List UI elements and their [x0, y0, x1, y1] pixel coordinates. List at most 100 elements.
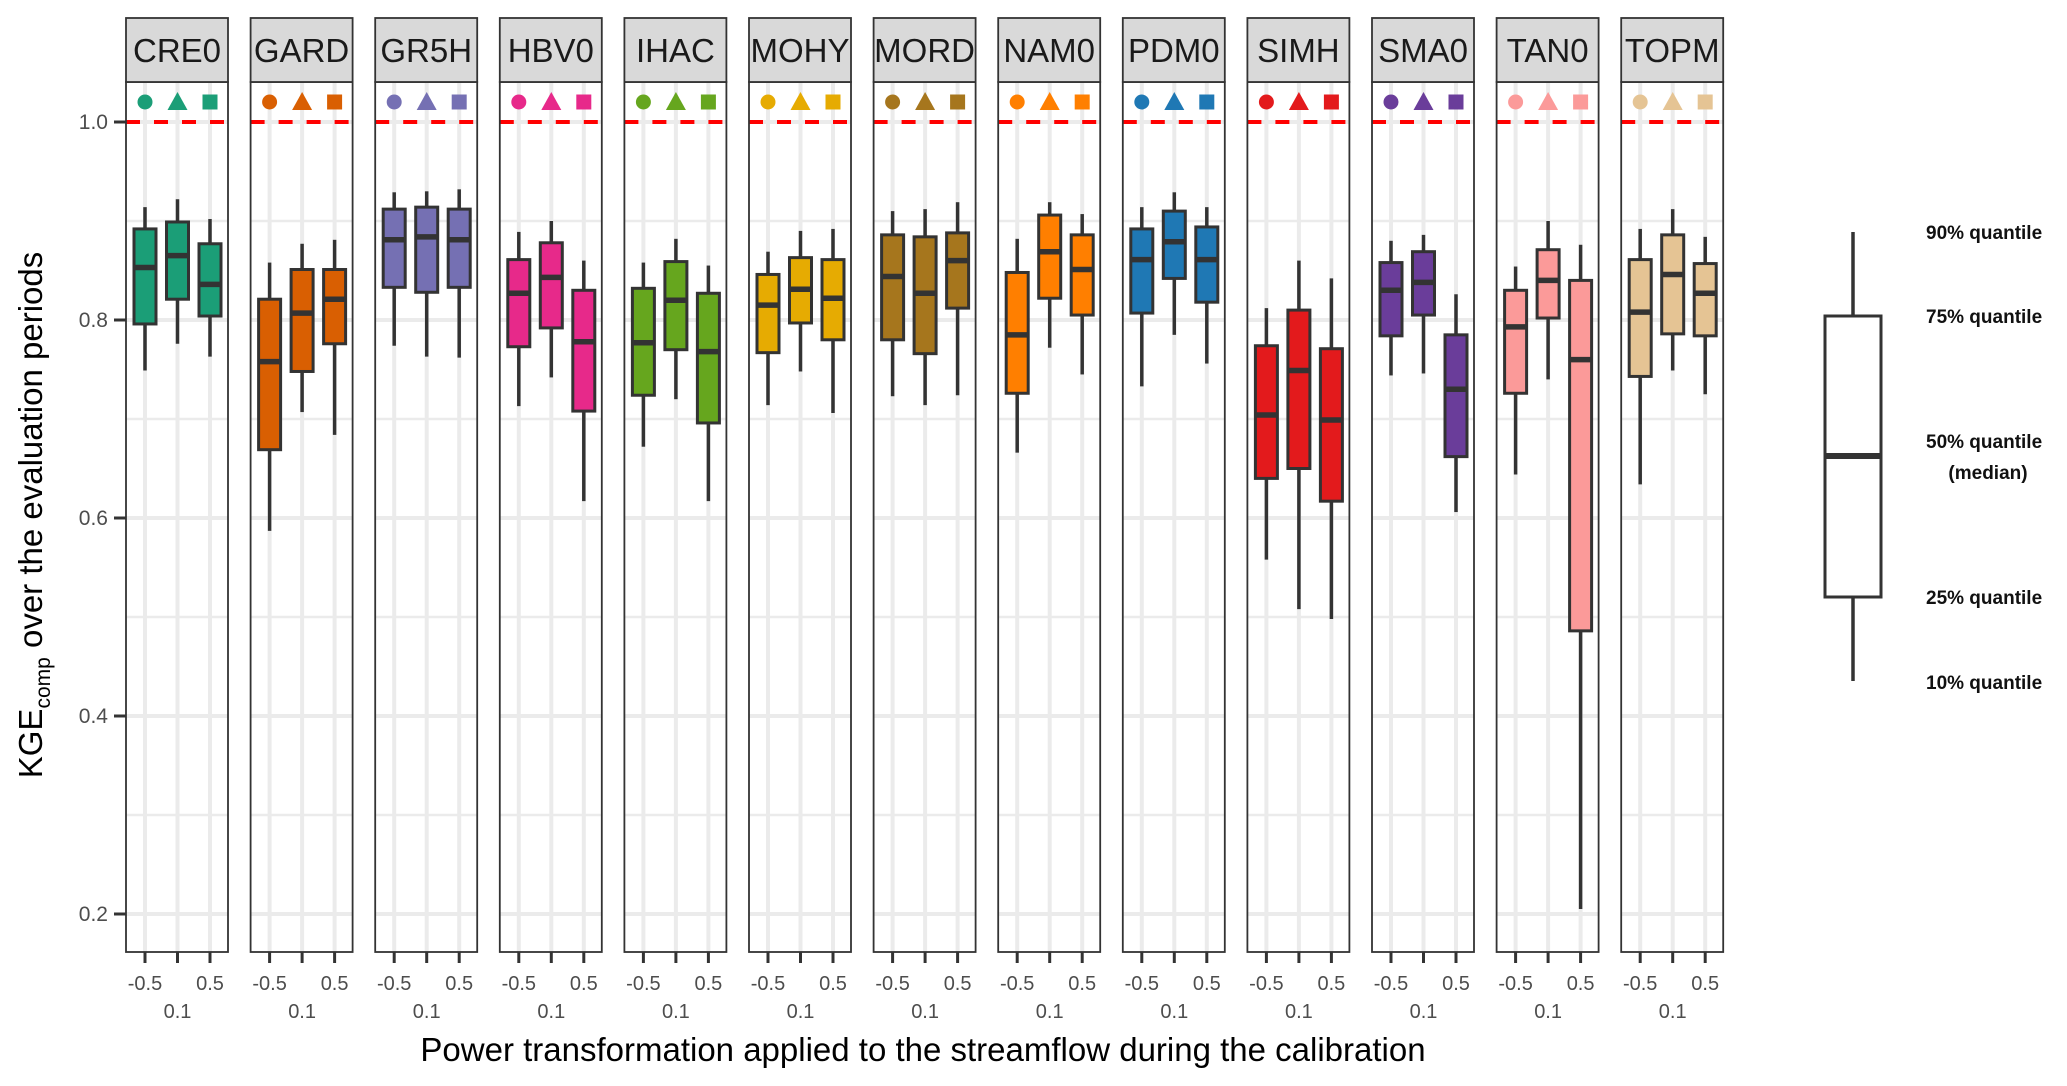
y-axis-title-rest: over the evaluation periods	[12, 252, 49, 657]
triangle-symbol-icon	[915, 92, 936, 110]
box-pdm0-0.1	[1161, 192, 1187, 335]
facet-strip	[374, 17, 479, 83]
box-simh--0.5	[1253, 308, 1279, 560]
iqr-box	[663, 260, 689, 352]
x-tick-label: 0.5	[944, 973, 972, 995]
legend-label-median: 50% quantile	[1926, 432, 2042, 453]
panel-cre0: CRE0 -0.50.10.5	[125, 17, 229, 1023]
facet-strip-label: MORD	[874, 32, 975, 69]
iqr-box	[322, 268, 348, 346]
y-tick-label: 1.0	[79, 111, 108, 134]
x-tick-label: 0.1	[288, 1001, 316, 1023]
facet-strip	[1121, 17, 1226, 83]
circle-symbol-icon	[1009, 94, 1025, 110]
circle-symbol-icon	[1508, 94, 1524, 110]
iqr-box	[1692, 262, 1718, 338]
panel-simh: SIMH -0.50.10.5	[1246, 17, 1351, 1023]
triangle-symbol-icon	[416, 92, 437, 110]
iqr-box	[414, 205, 440, 294]
x-tick-label: 0.1	[413, 1001, 441, 1023]
triangle-symbol-icon	[1538, 92, 1559, 110]
square-symbol-icon	[700, 94, 716, 110]
panel-ihac: IHAC -0.50.10.5	[623, 17, 728, 1023]
box-sma0--0.5	[1378, 240, 1404, 376]
triangle-symbol-icon	[790, 92, 811, 110]
box-mohy-0.1	[788, 230, 813, 372]
facet-strip	[872, 17, 977, 83]
x-tick-label: -0.5	[252, 973, 286, 995]
iqr-box	[1378, 261, 1404, 338]
x-tick-label: -0.5	[751, 973, 785, 995]
x-tick-label: 0.1	[537, 1001, 565, 1023]
x-tick-label: -0.5	[128, 973, 162, 995]
triangle-symbol-icon	[1288, 92, 1309, 110]
box-ihac-0.5	[695, 265, 721, 502]
facet-strip-label: IHAC	[636, 32, 715, 69]
y-axis-title: KGEcomp over the evaluation periods	[12, 252, 55, 779]
x-tick-label: 0.1	[662, 1001, 690, 1023]
panel-topm: TOPM -0.50.10.5	[1620, 17, 1725, 1023]
x-tick-label: -0.5	[875, 973, 909, 995]
x-tick-label: -0.5	[1249, 973, 1283, 995]
x-tick-label: 0.5	[1567, 973, 1595, 995]
iqr-box	[538, 241, 564, 330]
box-simh-0.5	[1318, 278, 1344, 619]
triangle-symbol-icon	[1413, 92, 1434, 110]
x-tick-label: -0.5	[502, 973, 536, 995]
box-gr5h-0.1	[414, 191, 440, 357]
box-hbv0--0.5	[506, 231, 532, 407]
x-tick-label: 0.1	[1659, 1001, 1687, 1023]
iqr-box	[446, 207, 472, 289]
square-symbol-icon	[1323, 94, 1339, 110]
x-tick-label: 0.5	[196, 973, 224, 995]
circle-symbol-icon	[386, 94, 402, 110]
iqr-box	[695, 291, 721, 425]
box-mohy--0.5	[755, 251, 781, 406]
triangle-symbol-icon	[1662, 92, 1683, 110]
box-cre0-0.1	[165, 199, 190, 344]
x-tick-label: 0.5	[1317, 973, 1345, 995]
facet-strip-label: SIMH	[1257, 32, 1340, 69]
facet-strip-label: MOHY	[751, 32, 850, 69]
x-tick-label: 0.5	[570, 973, 598, 995]
iqr-box	[1286, 308, 1312, 470]
box-tan0--0.5	[1503, 266, 1529, 475]
square-symbol-icon	[1697, 94, 1713, 110]
box-mord-0.1	[912, 209, 938, 406]
facet-strip-label: TAN0	[1507, 32, 1589, 69]
triangle-symbol-icon	[292, 92, 313, 110]
square-symbol-icon	[825, 94, 841, 110]
iqr-box	[1535, 248, 1561, 320]
iqr-box	[1253, 344, 1279, 480]
iqr-box	[506, 258, 532, 349]
circle-symbol-icon	[885, 94, 901, 110]
triangle-symbol-icon	[167, 92, 188, 110]
panel-hbv0: HBV0 -0.50.10.5	[498, 17, 603, 1023]
circle-symbol-icon	[1383, 94, 1399, 110]
iqr-box	[1627, 258, 1653, 378]
box-gr5h--0.5	[381, 192, 407, 346]
box-mohy-0.5	[820, 228, 846, 414]
circle-symbol-icon	[511, 94, 527, 110]
iqr-box	[945, 231, 971, 310]
x-tick-label: -0.5	[1498, 973, 1532, 995]
y-tick-label: 0.4	[79, 705, 109, 728]
y-tick-label: 0.6	[79, 507, 108, 530]
box-topm-0.5	[1692, 236, 1718, 395]
box-hbv0-0.5	[571, 260, 597, 502]
facet-strip-label: GARD	[254, 32, 349, 69]
iqr-box	[1069, 233, 1095, 317]
box-ihac--0.5	[630, 262, 656, 447]
box-topm--0.5	[1627, 228, 1653, 485]
x-tick-label: 0.5	[1068, 973, 1096, 995]
iqr-box	[1318, 347, 1344, 503]
iqr-box	[1443, 333, 1469, 459]
x-tick-label: 0.5	[445, 973, 473, 995]
triangle-symbol-icon	[1164, 92, 1185, 110]
box-ihac-0.1	[663, 238, 689, 400]
y-axis-title-subscript: comp	[32, 657, 55, 708]
legend-label-q1: 25% quantile	[1926, 588, 2042, 609]
square-symbol-icon	[1573, 94, 1589, 110]
x-tick-label: 0.5	[694, 973, 722, 995]
box-gard-0.5	[322, 239, 348, 435]
